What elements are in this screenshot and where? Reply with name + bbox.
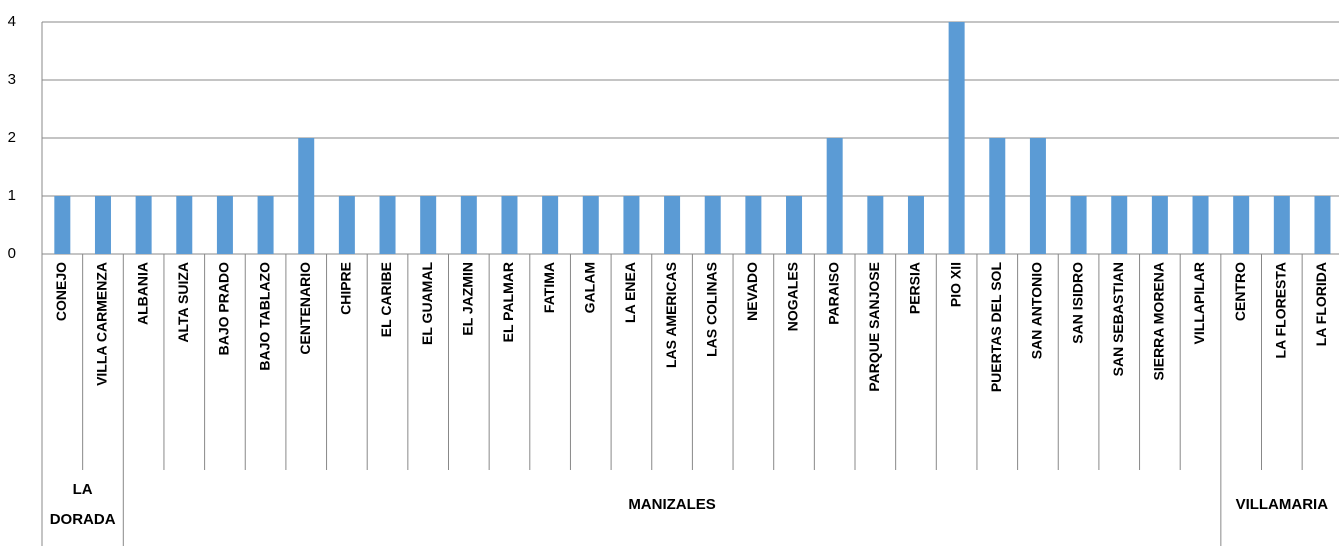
bar	[582, 196, 599, 254]
x-tick-label: BAJO TABLAZO	[256, 262, 272, 371]
bar	[94, 196, 111, 254]
x-tick-label: FATIMA	[541, 262, 557, 313]
x-tick-label: SAN SEBASTIAN	[1110, 262, 1126, 376]
bar	[867, 196, 884, 254]
x-tick-label: GALAM	[581, 262, 597, 313]
x-tick-label: CONEJO	[53, 262, 69, 321]
x-tick-label: CENTRO	[1232, 262, 1248, 321]
bar	[542, 196, 559, 254]
x-tick-label: SAN ISIDRO	[1069, 262, 1085, 344]
x-tick-label: PIO XII	[947, 262, 963, 307]
bar	[989, 138, 1006, 254]
bar	[623, 196, 640, 254]
x-tick-label: ALTA SUIZA	[175, 262, 191, 343]
x-tick-label: LAS AMERICAS	[663, 262, 679, 368]
y-tick-label: 4	[8, 13, 16, 30]
y-tick-label: 0	[8, 245, 16, 262]
bar	[948, 22, 965, 254]
bar	[298, 138, 315, 254]
bar	[1233, 196, 1250, 254]
x-tick-label: BAJO PRADO	[216, 262, 232, 355]
bar	[745, 196, 762, 254]
x-tick-label: PERSIA	[907, 262, 923, 314]
x-tick-label: VILLAPILAR	[1191, 262, 1207, 344]
group-label: MANIZALES	[628, 496, 716, 513]
bar	[1314, 196, 1331, 254]
bar	[379, 196, 396, 254]
x-tick-label: LA ENEA	[622, 262, 638, 323]
bar	[460, 196, 477, 254]
y-tick-label: 1	[8, 187, 16, 204]
bar	[826, 138, 843, 254]
bar	[54, 196, 71, 254]
group-label: VILLAMARIA	[1236, 496, 1329, 513]
bar	[420, 196, 437, 254]
x-tick-label: EL JAZMIN	[460, 262, 476, 336]
bar	[1070, 196, 1087, 254]
x-tick-label: SAN ANTONIO	[1029, 262, 1045, 359]
y-tick-label: 2	[8, 129, 16, 146]
bar	[1111, 196, 1128, 254]
x-tick-label: CHIPRE	[338, 262, 354, 315]
bar	[1273, 196, 1290, 254]
x-tick-label: PARAISO	[825, 262, 841, 325]
bar	[501, 196, 518, 254]
x-tick-label: NOGALES	[785, 262, 801, 331]
bar	[1192, 196, 1209, 254]
bar	[176, 196, 193, 254]
bar	[1151, 196, 1168, 254]
bar	[907, 196, 924, 254]
x-tick-label: ALBANIA	[134, 262, 150, 325]
bar	[135, 196, 152, 254]
x-tick-label: VILLA CARMENZA	[94, 262, 110, 386]
x-tick-label: LA FLORESTA	[1273, 262, 1289, 358]
bar	[216, 196, 233, 254]
bar	[257, 196, 274, 254]
x-tick-label: LAS COLINAS	[703, 262, 719, 357]
bar	[664, 196, 681, 254]
x-tick-label: SIERRA MORENA	[1151, 262, 1167, 381]
bar	[338, 196, 355, 254]
bar	[1029, 138, 1046, 254]
x-tick-label: EL CARIBE	[378, 262, 394, 337]
x-tick-label: EL GUAMAL	[419, 262, 435, 345]
x-tick-label: LA FLORIDA	[1313, 262, 1329, 346]
x-tick-label: NEVADO	[744, 262, 760, 321]
group-label: LA DORADA	[50, 481, 116, 528]
y-tick-label: 3	[8, 71, 16, 88]
bar	[704, 196, 721, 254]
x-tick-label: PARQUE SANJOSE	[866, 262, 882, 392]
x-tick-label: EL PALMAR	[500, 262, 516, 342]
x-tick-label: PUERTAS DEL SOL	[988, 262, 1004, 393]
x-tick-label: CENTENARIO	[297, 262, 313, 355]
bar	[786, 196, 803, 254]
